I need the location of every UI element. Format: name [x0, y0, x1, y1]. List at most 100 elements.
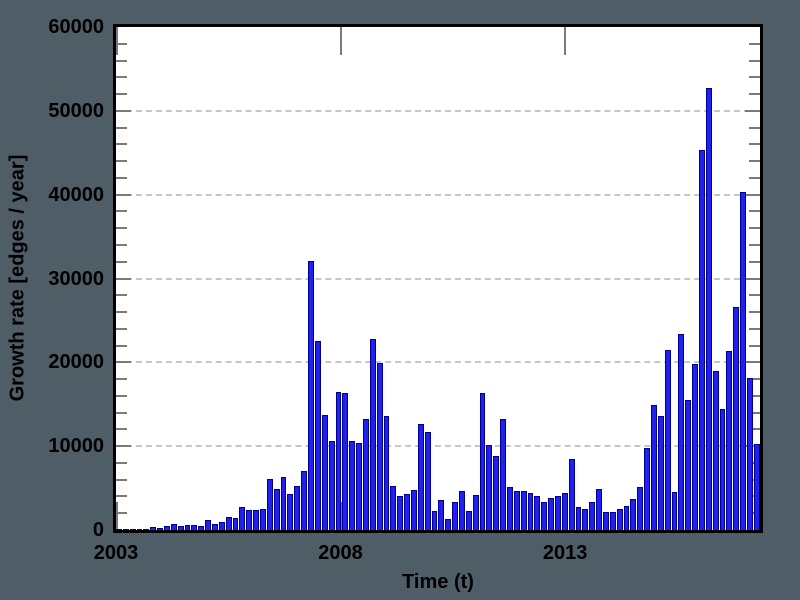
bar	[472, 495, 479, 530]
y-minor-tick	[116, 93, 127, 96]
bar	[397, 495, 404, 530]
y-minor-tick	[749, 42, 760, 45]
bar	[383, 416, 390, 530]
y-minor-tick	[749, 294, 760, 297]
bar	[644, 447, 651, 530]
y-minor-tick	[749, 411, 760, 414]
x-tick-label: 2008	[318, 542, 363, 564]
bar	[294, 485, 301, 530]
bar	[301, 471, 308, 530]
y-minor-tick	[116, 378, 127, 381]
x-tick-label: 2013	[542, 542, 588, 564]
bar	[561, 493, 568, 530]
bar	[349, 441, 356, 530]
y-minor-tick	[116, 126, 127, 129]
bar	[493, 455, 500, 530]
bar	[129, 528, 136, 530]
bar	[280, 477, 287, 530]
y-minor-tick	[116, 495, 127, 498]
bar	[308, 260, 314, 530]
bar-series	[116, 27, 760, 530]
bar	[506, 487, 513, 530]
y-minor-tick	[116, 176, 127, 179]
bar	[664, 349, 671, 530]
bar	[445, 518, 452, 530]
bar	[424, 432, 431, 530]
y-minor-tick	[749, 160, 760, 163]
y-minor-tick	[116, 311, 127, 314]
y-minor-tick	[749, 59, 760, 62]
h-gridline	[116, 361, 760, 364]
y-minor-tick	[116, 76, 127, 79]
bar	[260, 509, 266, 530]
bar	[678, 333, 685, 530]
y-minor-tick	[116, 512, 127, 515]
y-minor-tick	[749, 143, 760, 146]
y-minor-tick	[116, 327, 127, 330]
h-gridline	[116, 193, 760, 196]
y-minor-tick	[749, 394, 760, 397]
bar	[198, 525, 205, 530]
bar	[266, 479, 273, 530]
bar	[212, 524, 218, 530]
bar	[438, 499, 445, 530]
bar	[596, 488, 603, 530]
bar	[376, 363, 383, 530]
bar	[513, 490, 520, 530]
y-minor-tick	[749, 428, 760, 431]
bar	[232, 517, 239, 530]
bar	[328, 441, 335, 530]
bar	[671, 492, 678, 530]
y-minor-tick	[749, 260, 760, 263]
bar	[191, 524, 198, 530]
bar	[692, 364, 699, 530]
bar	[575, 507, 582, 530]
y-major-tick	[116, 277, 131, 280]
bar	[465, 511, 472, 530]
bar	[726, 350, 733, 530]
bar	[740, 192, 747, 530]
bar	[390, 485, 397, 530]
y-major-tick	[116, 361, 131, 364]
bar	[410, 489, 417, 530]
y-tick-label: 20000	[48, 351, 104, 374]
bar	[609, 512, 616, 530]
bar	[314, 340, 321, 530]
y-minor-tick	[116, 243, 127, 246]
y-minor-tick	[749, 176, 760, 179]
y-tick-label: 30000	[48, 267, 104, 290]
h-gridline	[116, 109, 760, 112]
bar	[205, 520, 212, 530]
y-minor-tick	[116, 411, 127, 414]
y-minor-tick	[116, 428, 127, 431]
y-minor-tick	[749, 344, 760, 347]
bar	[534, 495, 541, 530]
bar	[486, 444, 493, 530]
bar	[753, 443, 760, 530]
bar	[239, 506, 246, 530]
x-axis-title: Time (t)	[402, 571, 474, 593]
y-minor-tick	[116, 160, 127, 163]
y-minor-tick	[749, 311, 760, 314]
y-tick-label: 0	[92, 519, 104, 541]
y-minor-tick	[116, 478, 127, 481]
bar	[321, 415, 328, 530]
bar	[369, 338, 376, 530]
bar	[719, 409, 726, 530]
y-major-tick	[116, 445, 131, 448]
bar	[630, 498, 637, 530]
bar	[589, 502, 596, 530]
bar	[116, 528, 122, 530]
y-minor-tick	[116, 210, 127, 213]
bar	[177, 526, 184, 530]
bar	[733, 307, 740, 530]
y-minor-tick	[116, 42, 127, 45]
y-minor-tick	[116, 59, 127, 62]
bar	[356, 442, 362, 530]
y-minor-tick	[749, 76, 760, 79]
y-tick-label: 60000	[48, 16, 104, 38]
bar	[335, 391, 342, 530]
bar	[520, 491, 527, 530]
bar	[685, 400, 692, 530]
